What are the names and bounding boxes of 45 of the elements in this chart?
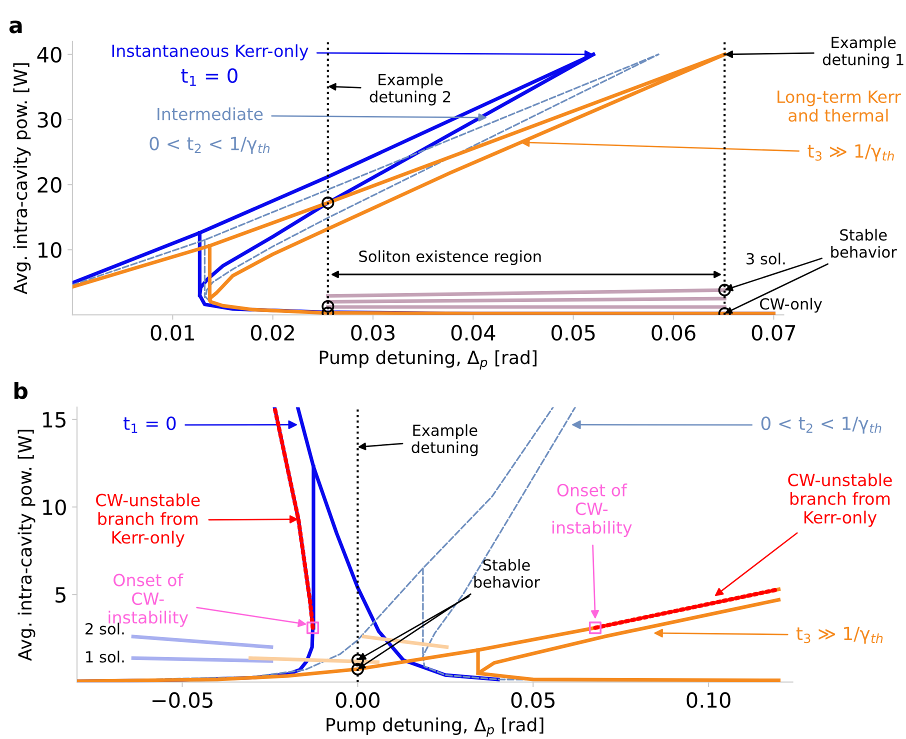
annotation: 0 < t$_{2}$ < 1/γ$_{th}$ xyxy=(761,416,882,434)
x-tick-label: 0.00 xyxy=(336,692,380,708)
x-tick-label: 0.05 xyxy=(511,692,554,708)
annotation: CW-unstable branch from Kerr-only xyxy=(788,473,892,527)
annotation: Instantaneous Kerr-only xyxy=(112,44,308,60)
y-tick-label: 20 xyxy=(38,177,62,193)
x-axis-title: Pump detuning, Δ$_{p}$ [rad] xyxy=(326,718,544,737)
y-tick-label: 40 xyxy=(37,46,62,63)
annotation: Soliton existence region xyxy=(359,250,541,266)
x-tick-label: 0.03 xyxy=(351,324,395,341)
x-tick-label: 0.07 xyxy=(752,324,796,341)
y-axis-title: Avg. intra-cavity pow. [W] xyxy=(18,430,36,661)
annotation: Stable behavior xyxy=(474,558,540,588)
y-tick-label: 10 xyxy=(43,499,66,516)
annotation: t$_{1}$ = 0 xyxy=(181,68,238,86)
annotation: CW-unstable branch from Kerr-only xyxy=(96,493,200,547)
annotation: t$_{3}$ ≫ 1/γ$_{th}$ xyxy=(796,626,883,644)
x-tick-label: 0.10 xyxy=(686,692,730,708)
annotation: 0 < t$_{2}$ < 1/γ$_{th}$ xyxy=(150,136,270,154)
chart-title: b xyxy=(14,382,28,400)
annotation: 3 sol. xyxy=(746,252,785,265)
y-tick-label: 15 xyxy=(43,412,66,428)
annotation: t$_{3}$ ≫ 1/γ$_{th}$ xyxy=(808,144,894,162)
x-tick-label: −0.05 xyxy=(152,692,212,708)
x-tick-label: 0.02 xyxy=(251,324,294,341)
x-axis-title: Pump detuning, Δ$_{p}$ [rad] xyxy=(320,350,536,370)
annotation: CW-only xyxy=(760,298,822,313)
annotation: Stable behavior xyxy=(831,228,897,258)
chart-title: a xyxy=(9,20,22,34)
annotation: Long-term Kerr and thermal xyxy=(778,90,901,122)
y-axis-title: Avg. intra-cavity pow. [W] xyxy=(13,63,31,294)
annotation: 1 sol. xyxy=(86,650,124,663)
annotation: Onset of CW- instability xyxy=(552,484,632,538)
y-tick-label: 30 xyxy=(38,112,62,128)
annotation: Intermediate xyxy=(158,107,263,120)
x-tick-label: 0.06 xyxy=(652,324,696,341)
x-tick-label: 0.04 xyxy=(451,324,496,341)
x-tick-label: 0.01 xyxy=(150,324,194,341)
x-tick-label: 0.05 xyxy=(552,324,595,341)
y-tick-label: 5 xyxy=(56,587,66,603)
y-tick-label: 10 xyxy=(38,242,62,258)
annotation: Example detuning 1 xyxy=(822,36,904,68)
annotation: Example detuning 2 xyxy=(370,74,450,106)
annotation: t$_{1}$ = 0 xyxy=(124,416,176,433)
annotation: Example detuning xyxy=(412,424,478,456)
